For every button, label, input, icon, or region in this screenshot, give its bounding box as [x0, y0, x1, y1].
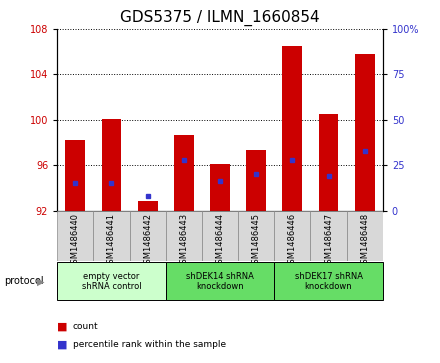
- FancyBboxPatch shape: [202, 211, 238, 261]
- FancyBboxPatch shape: [274, 262, 383, 301]
- Text: empty vector
shRNA control: empty vector shRNA control: [82, 272, 141, 291]
- FancyBboxPatch shape: [347, 211, 383, 261]
- Bar: [210, 164, 230, 211]
- FancyBboxPatch shape: [57, 211, 93, 261]
- Text: GSM1486445: GSM1486445: [252, 213, 260, 269]
- Bar: [138, 201, 158, 211]
- FancyBboxPatch shape: [166, 262, 274, 301]
- Text: GSM1486446: GSM1486446: [288, 213, 297, 269]
- Bar: [246, 150, 266, 211]
- Text: ■: ■: [57, 322, 68, 332]
- FancyBboxPatch shape: [93, 211, 129, 261]
- FancyBboxPatch shape: [311, 211, 347, 261]
- Text: protocol: protocol: [4, 276, 44, 286]
- Title: GDS5375 / ILMN_1660854: GDS5375 / ILMN_1660854: [120, 10, 320, 26]
- FancyBboxPatch shape: [57, 262, 166, 301]
- FancyBboxPatch shape: [274, 211, 311, 261]
- Bar: [102, 119, 121, 211]
- Text: GSM1486447: GSM1486447: [324, 213, 333, 269]
- FancyBboxPatch shape: [129, 211, 166, 261]
- Text: GSM1486440: GSM1486440: [71, 213, 80, 269]
- Text: ▶: ▶: [37, 276, 45, 286]
- Text: shDEK14 shRNA
knockdown: shDEK14 shRNA knockdown: [186, 272, 254, 291]
- Bar: [282, 46, 302, 211]
- Text: GSM1486443: GSM1486443: [180, 213, 188, 269]
- FancyBboxPatch shape: [238, 211, 274, 261]
- FancyBboxPatch shape: [166, 211, 202, 261]
- Bar: [319, 114, 338, 211]
- Bar: [66, 140, 85, 211]
- Bar: [355, 54, 375, 211]
- Text: shDEK17 shRNA
knockdown: shDEK17 shRNA knockdown: [294, 272, 363, 291]
- Text: GSM1486444: GSM1486444: [216, 213, 224, 269]
- Text: GSM1486442: GSM1486442: [143, 213, 152, 269]
- Text: count: count: [73, 322, 98, 331]
- Text: GSM1486448: GSM1486448: [360, 213, 369, 269]
- Text: GSM1486441: GSM1486441: [107, 213, 116, 269]
- Text: ■: ■: [57, 340, 68, 350]
- Bar: [174, 135, 194, 211]
- Text: percentile rank within the sample: percentile rank within the sample: [73, 340, 226, 349]
